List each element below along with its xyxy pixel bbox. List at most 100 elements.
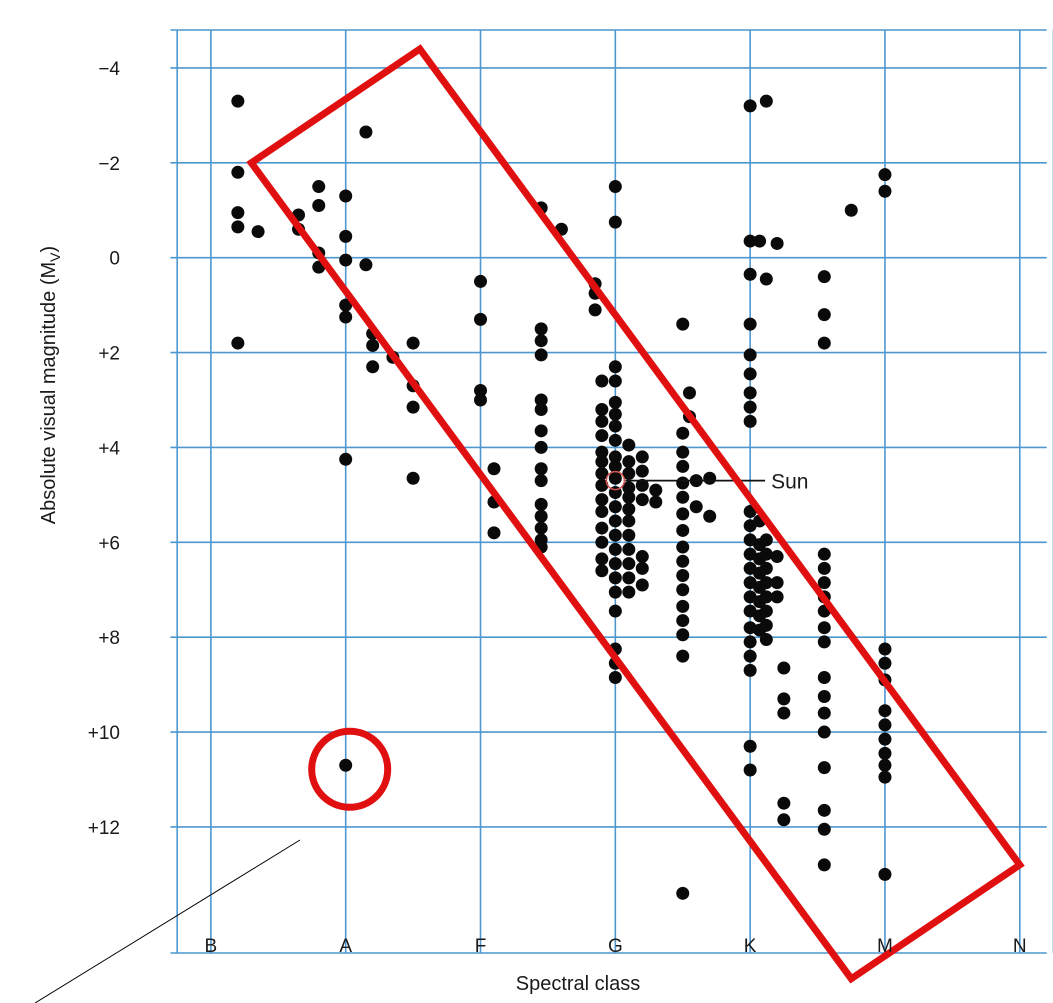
data-point xyxy=(817,561,831,575)
data-point xyxy=(777,796,791,810)
data-point xyxy=(770,576,784,590)
y-tick-label: +10 xyxy=(88,723,120,744)
data-point xyxy=(743,99,757,113)
data-point xyxy=(676,445,690,459)
data-point xyxy=(534,509,548,523)
data-point xyxy=(608,395,622,409)
data-point xyxy=(689,500,703,514)
white-dwarf-highlight-circle xyxy=(308,727,392,811)
data-point xyxy=(676,507,690,521)
data-point xyxy=(676,886,690,900)
data-point xyxy=(676,614,690,628)
data-point xyxy=(312,180,326,194)
data-point xyxy=(608,514,622,528)
data-point xyxy=(474,384,488,398)
x-tick-label: B xyxy=(205,936,218,957)
data-point xyxy=(759,94,773,108)
data-point xyxy=(878,168,892,182)
x-tick-label: F xyxy=(475,936,487,957)
data-point xyxy=(608,471,622,485)
data-point xyxy=(534,393,548,407)
data-point xyxy=(231,336,245,350)
data-point xyxy=(622,467,636,481)
data-point xyxy=(595,493,609,507)
data-point xyxy=(649,483,663,497)
sun-marker xyxy=(605,470,626,491)
y-tick-label: 0 xyxy=(109,249,120,270)
data-point xyxy=(608,360,622,374)
data-point xyxy=(759,561,773,575)
data-point xyxy=(817,761,831,775)
data-point xyxy=(878,758,892,772)
data-point xyxy=(759,618,773,632)
y-axis-title-main: Absolute visual magnitude (M xyxy=(38,262,60,524)
data-point xyxy=(635,561,649,575)
data-point xyxy=(817,621,831,635)
data-point xyxy=(703,471,717,485)
data-point xyxy=(608,585,622,599)
data-point xyxy=(817,547,831,561)
data-point xyxy=(595,521,609,535)
data-point xyxy=(622,514,636,528)
data-point xyxy=(622,528,636,542)
data-point xyxy=(406,400,420,414)
data-point xyxy=(608,419,622,433)
data-point xyxy=(474,312,488,326)
data-point xyxy=(339,452,353,466)
data-point xyxy=(743,414,757,428)
data-point xyxy=(676,649,690,663)
data-point xyxy=(359,258,373,272)
data-point xyxy=(608,459,622,473)
x-tick-label: G xyxy=(608,936,623,957)
data-point xyxy=(487,462,501,476)
data-point xyxy=(608,571,622,585)
data-point xyxy=(817,308,831,322)
data-point xyxy=(743,649,757,663)
data-point xyxy=(676,523,690,537)
data-point xyxy=(770,236,784,250)
data-point xyxy=(487,526,501,540)
data-point xyxy=(676,476,690,490)
data-point xyxy=(608,433,622,447)
y-axis-title-subscript: V xyxy=(47,252,63,262)
data-point xyxy=(878,718,892,732)
data-points xyxy=(231,94,892,900)
data-point xyxy=(622,542,636,556)
data-point xyxy=(703,509,717,523)
data-point xyxy=(635,450,649,464)
data-point xyxy=(743,663,757,677)
data-point xyxy=(595,552,609,566)
data-point xyxy=(534,521,548,535)
data-point xyxy=(622,438,636,452)
data-point xyxy=(817,803,831,817)
data-point xyxy=(608,604,622,618)
data-point xyxy=(635,478,649,492)
data-point xyxy=(595,467,609,481)
y-tick-label: +4 xyxy=(98,438,120,459)
y-tick-labels: −4 −2 0 +2 +4 +6 +8 +10 +12 xyxy=(88,59,121,839)
data-point xyxy=(622,502,636,516)
y-tick-label: +6 xyxy=(98,533,120,554)
y-tick-label: +2 xyxy=(98,344,120,365)
data-point xyxy=(759,547,773,561)
data-point xyxy=(608,528,622,542)
data-point xyxy=(817,689,831,703)
callout-leader-line xyxy=(34,839,301,1003)
data-point xyxy=(817,725,831,739)
data-point xyxy=(534,402,548,416)
data-point xyxy=(777,813,791,827)
data-point xyxy=(743,400,757,414)
data-point xyxy=(676,628,690,642)
y-axis-title: Absolute visual magnitude (MV) xyxy=(38,246,63,524)
data-point xyxy=(608,215,622,229)
data-point xyxy=(649,495,663,509)
data-point xyxy=(817,822,831,836)
data-point xyxy=(534,497,548,511)
data-point xyxy=(608,180,622,194)
annotations: Sun xyxy=(605,470,808,494)
data-point xyxy=(608,450,622,464)
main-sequence-highlight-box xyxy=(246,44,1025,984)
data-point xyxy=(817,270,831,284)
data-point xyxy=(635,464,649,478)
